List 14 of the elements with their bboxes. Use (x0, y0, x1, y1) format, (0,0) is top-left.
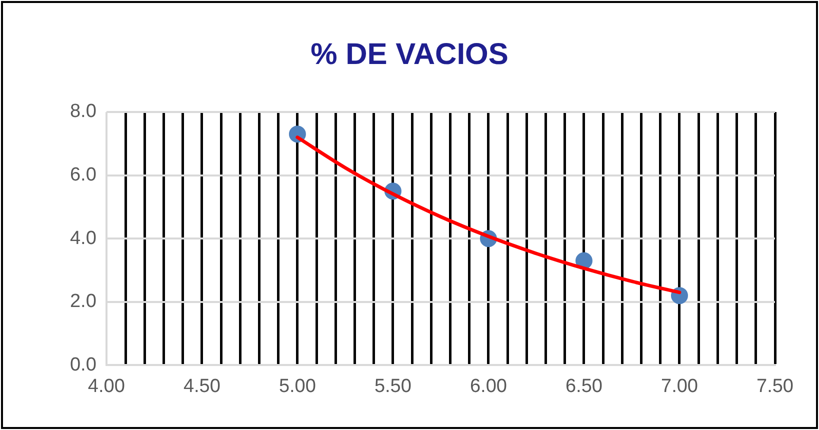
x-tick-label: 7.00 (660, 376, 698, 397)
chart-title: % DE VACIOS (310, 38, 510, 72)
y-tick-label: 4.0 (70, 228, 96, 249)
x-tick-label: 5.50 (374, 376, 412, 397)
x-tick-label: 6.00 (470, 376, 507, 397)
y-tick-label: 2.0 (70, 291, 96, 312)
x-tick-label: 4.00 (88, 376, 125, 397)
x-tick-label: 5.00 (278, 376, 316, 397)
y-tick-label: 6.0 (70, 164, 96, 186)
x-tick-label: 7.50 (756, 376, 794, 397)
x-tick-label: 6.50 (565, 376, 602, 397)
y-tick-label: 0.0 (70, 354, 96, 376)
y-tick-label: 8.0 (70, 101, 96, 122)
x-tick-label: 4.50 (183, 376, 220, 397)
